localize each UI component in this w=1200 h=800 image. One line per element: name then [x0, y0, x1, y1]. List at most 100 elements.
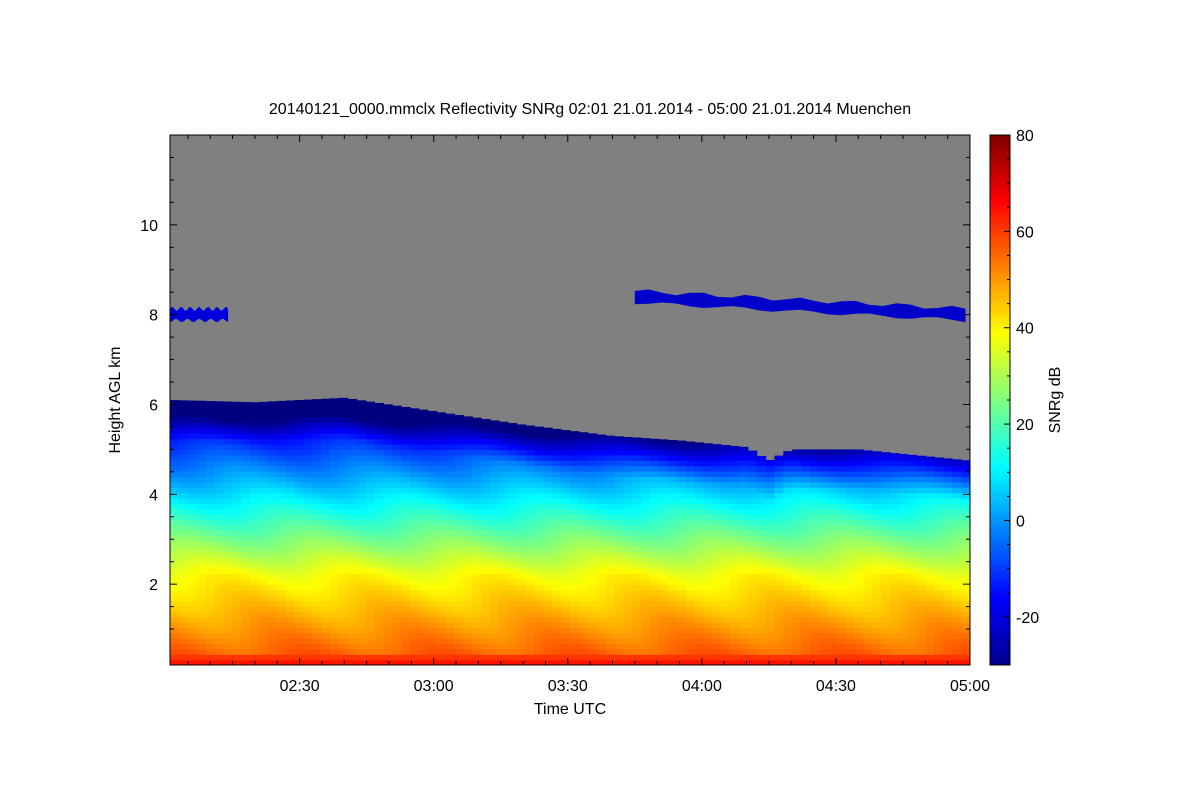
heat-cell [365, 638, 376, 645]
heat-cell [490, 578, 500, 585]
heat-cell [605, 557, 616, 564]
heat-cell [516, 589, 527, 596]
heat-cell [383, 648, 393, 655]
heat-cell [694, 562, 704, 569]
heat-cell [570, 627, 580, 634]
heat-cell [570, 519, 580, 526]
heat-cell [250, 654, 260, 661]
heat-cell [250, 460, 260, 467]
heat-cell [614, 632, 624, 639]
heat-cell [285, 541, 296, 548]
heat-cell [401, 444, 411, 451]
heat-cell [490, 551, 500, 558]
heat-cell [463, 465, 473, 472]
heat-cell [712, 638, 722, 645]
heat-cell [276, 427, 287, 434]
heat-cell [818, 546, 829, 553]
heat-cell [294, 476, 304, 483]
heat-cell [605, 638, 616, 645]
heat-cell [810, 546, 820, 553]
heat-cell [694, 616, 704, 623]
heat-cell [854, 621, 864, 628]
heat-cell [730, 643, 740, 650]
heat-cell [854, 470, 864, 477]
heat-cell [890, 573, 900, 580]
heat-cell [765, 616, 776, 623]
heat-cell [810, 643, 820, 650]
heat-cell [454, 562, 464, 569]
heat-cell [338, 411, 349, 418]
heat-cell [765, 567, 776, 574]
heat-cell [232, 470, 242, 477]
heat-cell [392, 444, 402, 451]
heat-cell [276, 497, 287, 504]
heat-cell [525, 497, 536, 504]
heat-cell [276, 422, 287, 429]
heat-cell [543, 638, 553, 645]
heat-cell [534, 470, 544, 477]
heat-cell [907, 492, 918, 499]
heat-cell [276, 638, 287, 645]
heat-cell [543, 546, 553, 553]
heat-cell [241, 465, 251, 472]
heat-cell [827, 594, 838, 601]
heat-cell [312, 449, 322, 456]
heat-cell [543, 454, 553, 461]
heat-cell [418, 541, 429, 548]
heat-cell [481, 541, 491, 548]
heat-cell [285, 400, 296, 402]
heat-cell [285, 519, 296, 526]
heat-cell [827, 600, 838, 607]
heat-cell [383, 460, 393, 467]
heat-cell [418, 417, 429, 424]
heat-cell [836, 616, 847, 623]
heat-cell [943, 600, 953, 607]
heat-cell [890, 524, 900, 531]
heat-cell [241, 535, 251, 542]
heat-cell [623, 449, 633, 456]
heat-cell [196, 584, 207, 591]
heat-cell [818, 481, 829, 488]
heat-cell [321, 508, 331, 515]
heat-cell [401, 589, 411, 596]
heat-cell [507, 562, 518, 569]
heat-cell [196, 400, 207, 402]
heat-cell [810, 508, 820, 515]
heat-cell [765, 460, 776, 467]
heat-cell [472, 535, 482, 542]
heat-cell [810, 584, 820, 591]
heat-cell [294, 654, 304, 661]
heat-cell [205, 535, 216, 542]
heat-cell [818, 449, 829, 456]
heat-cell [543, 627, 553, 634]
heat-cell [863, 541, 873, 548]
heat-cell [898, 470, 909, 477]
heat-cell [792, 594, 802, 601]
heat-cell [170, 460, 180, 467]
heat-cell [854, 584, 864, 591]
heat-cell [907, 573, 918, 580]
heat-cell [570, 492, 580, 499]
heat-cell [454, 541, 464, 548]
heat-cell [232, 621, 242, 628]
heat-cell [934, 557, 944, 564]
heat-cell [801, 535, 811, 542]
heat-cell [427, 654, 438, 661]
heat-cell [783, 470, 793, 477]
heat-cell [214, 465, 224, 472]
heat-cell [890, 465, 900, 472]
heat-cell [250, 454, 260, 461]
heat-cell [792, 503, 802, 510]
heat-cell [374, 594, 384, 601]
heat-cell [570, 632, 580, 639]
heat-cell [801, 600, 811, 607]
heat-cell [312, 643, 322, 650]
heat-cell [712, 654, 722, 661]
heat-cell [436, 632, 447, 639]
heat-cell [178, 546, 189, 553]
heat-cell [890, 632, 900, 639]
heat-cell [321, 465, 331, 472]
heat-cell [498, 616, 509, 623]
heat-cell [685, 541, 696, 548]
